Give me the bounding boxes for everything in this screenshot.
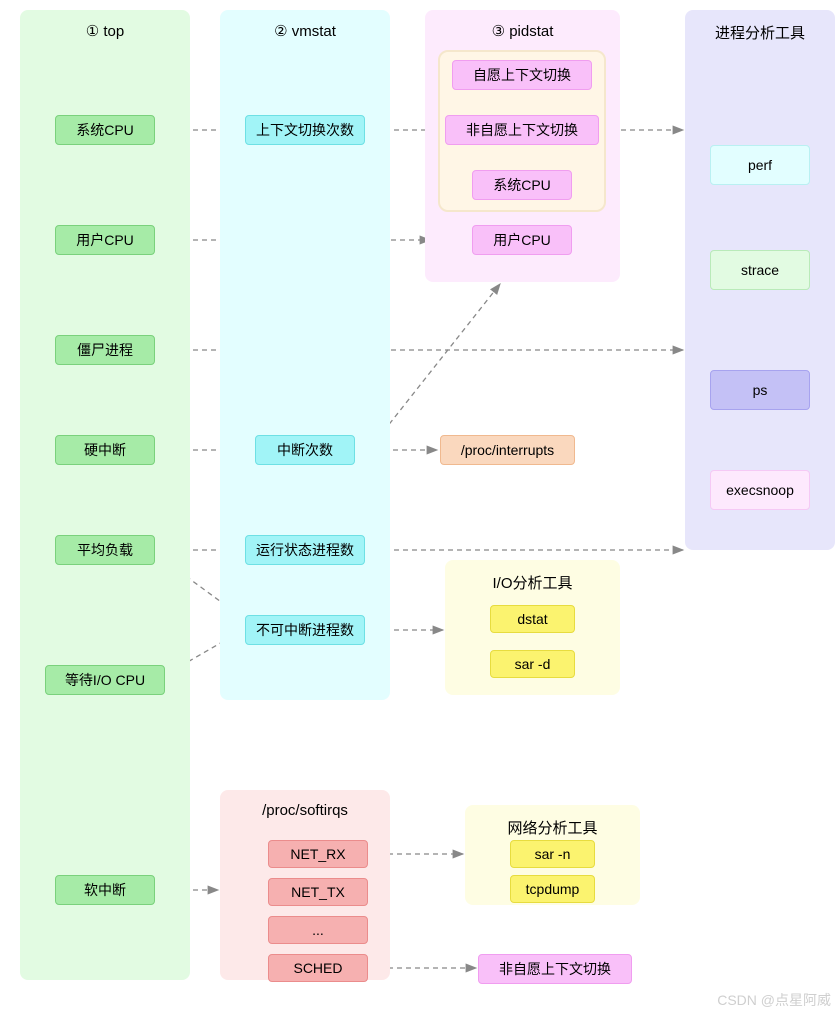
panel-top-title: ① top [20,22,190,40]
panel-vmstat-title: ② vmstat [220,22,390,40]
item-pid_user-label: 用户CPU [493,230,551,250]
item-soft_netrx: NET_RX [268,840,368,868]
item-pid_vol-label: 自愿上下文切换 [473,65,571,85]
item-pid_invol-label: 非自愿上下文切换 [466,120,578,140]
item-vm_running: 运行状态进程数 [245,535,365,565]
item-top_user_cpu-label: 用户CPU [76,230,134,250]
item-top_softirq-label: 软中断 [84,880,126,900]
panel-pidstat-title: ③ pidstat [425,22,620,40]
item-invol_leaf: 非自愿上下文切换 [478,954,632,984]
item-io_dstat-label: dstat [517,611,547,627]
item-vm_blocked: 不可中断进程数 [245,615,365,645]
diagram-stage: CSDN @点星阿威 ① top ② vmstat ③ pidstat 进程分析工具 I… [0,0,839,1014]
item-soft_dots-label: ... [312,922,324,938]
item-soft_nettx-label: NET_TX [291,884,345,900]
watermark: CSDN @点星阿威 [717,990,831,1010]
item-top_user_cpu: 用户CPU [55,225,155,255]
item-net_tcpdump-label: tcpdump [526,881,580,897]
item-soft_nettx: NET_TX [268,878,368,906]
item-soft_netrx-label: NET_RX [290,846,345,862]
item-vm_ctxsw: 上下文切换次数 [245,115,365,145]
item-proc_intr: /proc/interrupts [440,435,575,465]
item-top_hardirq: 硬中断 [55,435,155,465]
item-proc_perf-label: perf [748,157,772,173]
panel-io-title: I/O分析工具 [445,572,620,593]
item-top_sys_cpu: 系统CPU [55,115,155,145]
item-proc_perf: perf [710,145,810,185]
item-pid_user: 用户CPU [472,225,572,255]
item-top_loadavg-label: 平均负载 [77,540,133,560]
item-pid_vol: 自愿上下文切换 [452,60,592,90]
item-proc_execsnoop: execsnoop [710,470,810,510]
item-top_softirq: 软中断 [55,875,155,905]
item-proc_ps-label: ps [753,382,768,398]
panel-top: ① top [20,10,190,980]
item-io_sar: sar -d [490,650,575,678]
item-vm_running-label: 运行状态进程数 [256,540,354,560]
item-top_loadavg: 平均负载 [55,535,155,565]
item-pid_sys: 系统CPU [472,170,572,200]
item-net_sar-label: sar -n [535,846,571,862]
item-net_sar: sar -n [510,840,595,868]
item-soft_dots: ... [268,916,368,944]
item-proc_strace-label: strace [741,262,779,278]
item-proc_ps: ps [710,370,810,410]
item-vm_intr: 中断次数 [255,435,355,465]
item-vm_ctxsw-label: 上下文切换次数 [256,120,354,140]
item-top_iowait: 等待I/O CPU [45,665,165,695]
item-vm_intr-label: 中断次数 [277,440,333,460]
item-soft_sched: SCHED [268,954,368,982]
item-proc_execsnoop-label: execsnoop [726,482,794,498]
item-invol_leaf-label: 非自愿上下文切换 [499,959,611,979]
item-vm_blocked-label: 不可中断进程数 [256,620,354,640]
item-pid_sys-label: 系统CPU [493,175,551,195]
item-io_sar-label: sar -d [515,656,551,672]
panel-net-title: 网络分析工具 [465,817,640,838]
item-pid_invol: 非自愿上下文切换 [445,115,599,145]
item-soft_sched-label: SCHED [293,960,342,976]
item-io_dstat: dstat [490,605,575,633]
item-top_hardirq-label: 硬中断 [84,440,126,460]
item-top_zombie: 僵尸进程 [55,335,155,365]
panel-softirq-title: /proc/softirqs [220,802,390,819]
item-top_sys_cpu-label: 系统CPU [76,120,134,140]
item-top_zombie-label: 僵尸进程 [77,340,133,360]
item-top_iowait-label: 等待I/O CPU [65,670,145,690]
panel-vmstat: ② vmstat [220,10,390,700]
item-net_tcpdump: tcpdump [510,875,595,903]
item-proc_intr-label: /proc/interrupts [461,442,554,458]
panel-process-title: 进程分析工具 [685,22,835,43]
item-proc_strace: strace [710,250,810,290]
